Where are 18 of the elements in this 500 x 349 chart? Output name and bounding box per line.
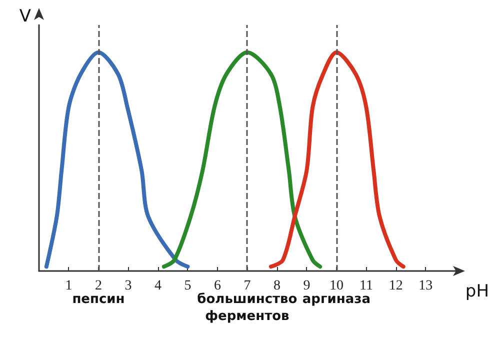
x-tick-label: 6 bbox=[214, 278, 221, 294]
x-tick-label: 7 bbox=[244, 278, 251, 294]
x-tick-label: 9 bbox=[303, 278, 310, 294]
x-tick-label: 1 bbox=[65, 278, 72, 294]
x-tick-label: 3 bbox=[124, 278, 132, 294]
x-tick-label: 5 bbox=[184, 278, 192, 294]
x-tick-label: 11 bbox=[359, 278, 373, 294]
x-axis-title: pH bbox=[465, 282, 490, 302]
x-tick-label: 2 bbox=[94, 278, 102, 294]
x-tick-label: 4 bbox=[154, 278, 162, 294]
x-tick-label: 8 bbox=[273, 278, 280, 294]
x-tick-label: 12 bbox=[388, 278, 403, 294]
x-tick-label: 10 bbox=[329, 278, 344, 294]
annotation: большинство ферментов bbox=[196, 291, 298, 325]
y-axis-title: V bbox=[19, 6, 32, 26]
annotation: пепсин bbox=[71, 291, 126, 308]
x-tick-label: 13 bbox=[418, 278, 433, 294]
annotation: аргиназа bbox=[302, 292, 370, 307]
